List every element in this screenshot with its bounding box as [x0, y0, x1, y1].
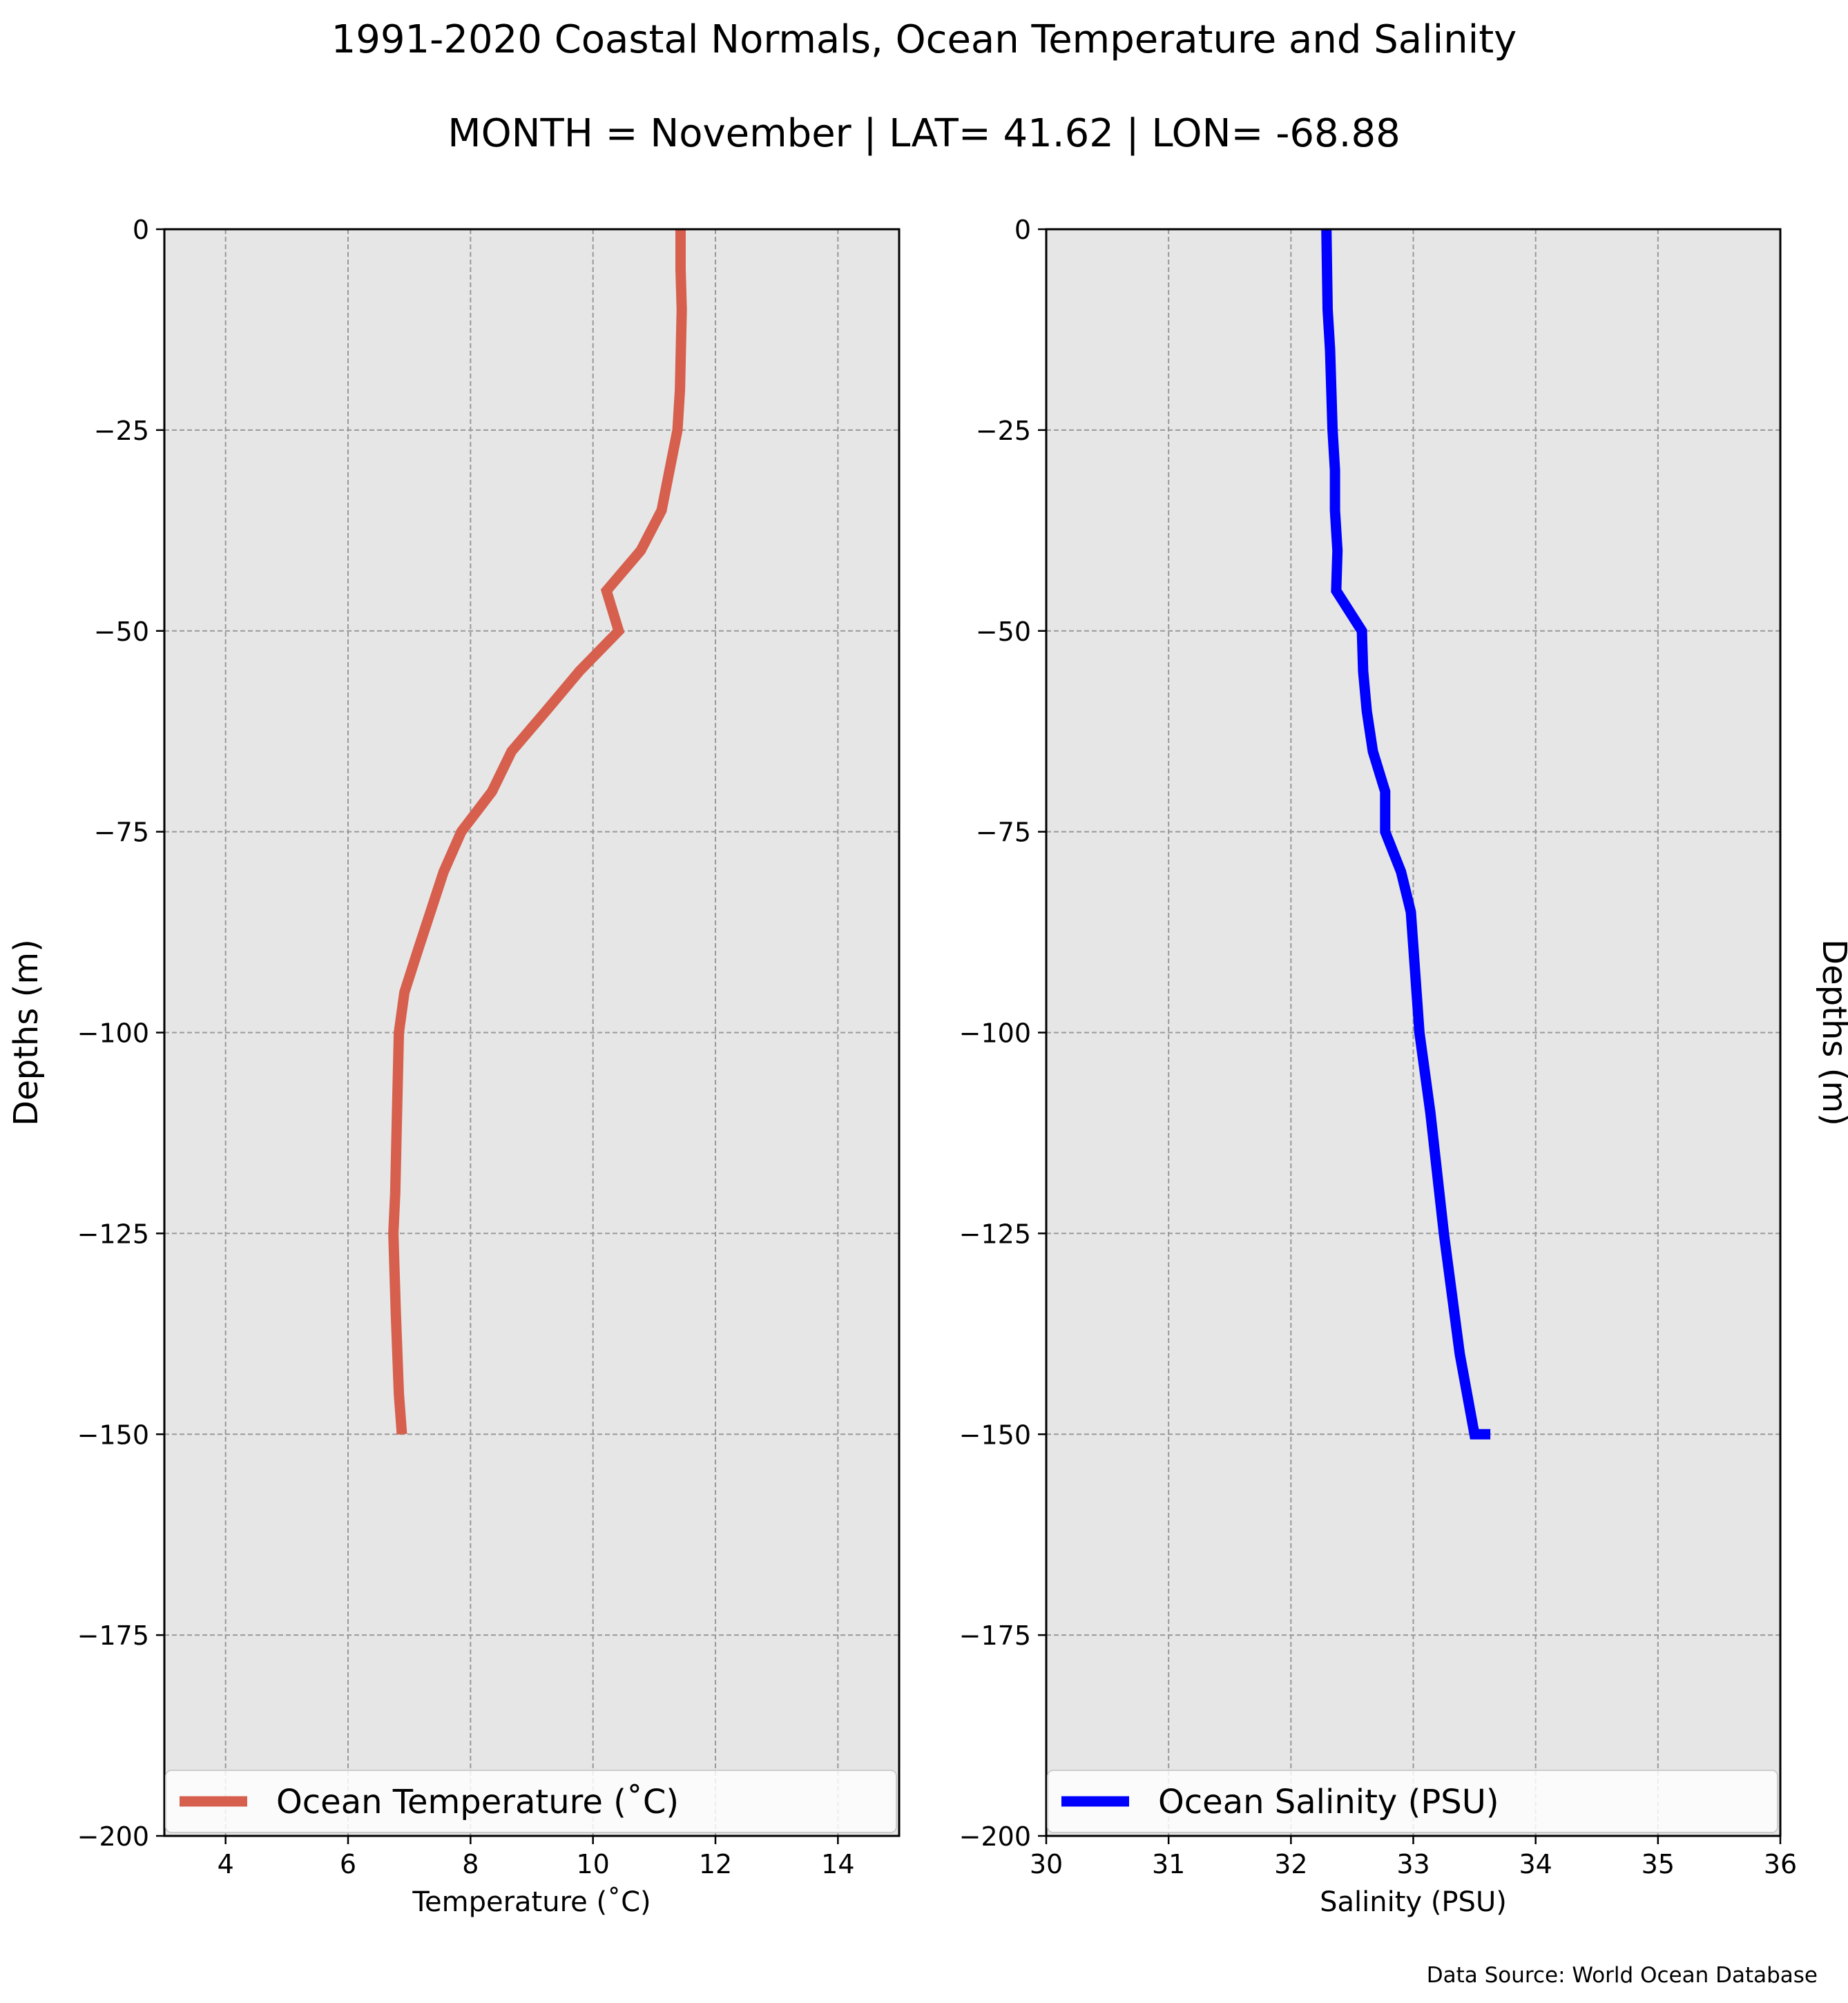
data-source-note: Data Source: World Ocean Database	[1427, 1963, 1818, 1988]
salinity-x-tick-label: 31	[1152, 1849, 1185, 1879]
salinity-legend-box	[1047, 1770, 1778, 1833]
temperature-y-tick-label: −150	[77, 1420, 149, 1450]
salinity-x-tick-label: 36	[1764, 1849, 1797, 1879]
salinity-legend: Ocean Salinity (PSU)	[1047, 1770, 1778, 1833]
temperature-x-tick-label: 12	[699, 1849, 732, 1879]
salinity-y-tick-label: 0	[1014, 215, 1031, 245]
temperature-y-tick-label: −50	[94, 617, 149, 647]
temperature-y-tick-label: −75	[94, 817, 149, 848]
temperature-x-axis-label: Temperature (˚C)	[412, 1886, 651, 1918]
salinity-x-tick-label: 32	[1274, 1849, 1307, 1879]
temperature-y-tick-label: −175	[77, 1620, 149, 1651]
temperature-legend-label: Ocean Temperature (˚C)	[276, 1783, 679, 1821]
temperature-legend: Ocean Temperature (˚C)	[165, 1770, 897, 1833]
temperature-x-tick-label: 10	[576, 1849, 609, 1879]
salinity-y-tick-label: −175	[959, 1620, 1031, 1651]
temperature-y-tick-label: −200	[77, 1821, 149, 1852]
salinity-y-tick-label: −25	[976, 416, 1031, 446]
salinity-legend-label: Ocean Salinity (PSU)	[1158, 1783, 1499, 1821]
chart-title: 1991-2020 Coastal Normals, Ocean Tempera…	[331, 17, 1517, 62]
salinity-x-tick-label: 34	[1519, 1849, 1552, 1879]
temperature-y-tick-label: −125	[77, 1219, 149, 1249]
temperature-chart-panel: 4 6 8 10 12 14 0 −25 −50 −75 −100 −125 −150 −175 −200 T…	[7, 215, 901, 1918]
salinity-x-axis-label: Salinity (PSU)	[1320, 1886, 1507, 1918]
salinity-y-tick-label: −75	[976, 817, 1031, 848]
salinity-y-tick-label: −150	[959, 1420, 1031, 1450]
salinity-y-tick-label: −50	[976, 617, 1031, 647]
temperature-y-tick-label: 0	[133, 215, 149, 245]
temperature-x-tick-label: 4	[218, 1849, 234, 1879]
temperature-y-axis-label: Depths (m)	[7, 939, 46, 1126]
temperature-legend-box	[165, 1770, 897, 1833]
salinity-x-tick-label: 30	[1030, 1849, 1063, 1879]
salinity-y-axis-label: Depths (m)	[1815, 939, 1848, 1126]
salinity-series-line	[1321, 229, 1491, 1440]
temperature-x-tick-label: 14	[821, 1849, 854, 1879]
temperature-x-tick-label: 6	[340, 1849, 356, 1879]
salinity-y-tick-label: −200	[959, 1821, 1031, 1852]
salinity-x-tick-label: 35	[1642, 1849, 1675, 1879]
salinity-y-tick-label: −125	[959, 1219, 1031, 1249]
temperature-x-tick-label: 8	[462, 1849, 479, 1879]
salinity-y-tick-label: −100	[959, 1018, 1031, 1049]
salinity-chart-panel: 30 31 32 33 34 35 36 0 −25 −50 −75 −100 −125 −150 −175…	[959, 215, 1848, 1918]
salinity-x-tick-label: 33	[1396, 1849, 1430, 1879]
temperature-y-tick-label: −25	[94, 416, 149, 446]
temperature-y-tick-label: −100	[77, 1018, 149, 1049]
chart-subtitle: MONTH = November | LAT= 41.62 | LON= -68…	[447, 111, 1401, 156]
temperature-series-line	[388, 229, 687, 1435]
temperature-gridlines	[164, 229, 899, 1837]
